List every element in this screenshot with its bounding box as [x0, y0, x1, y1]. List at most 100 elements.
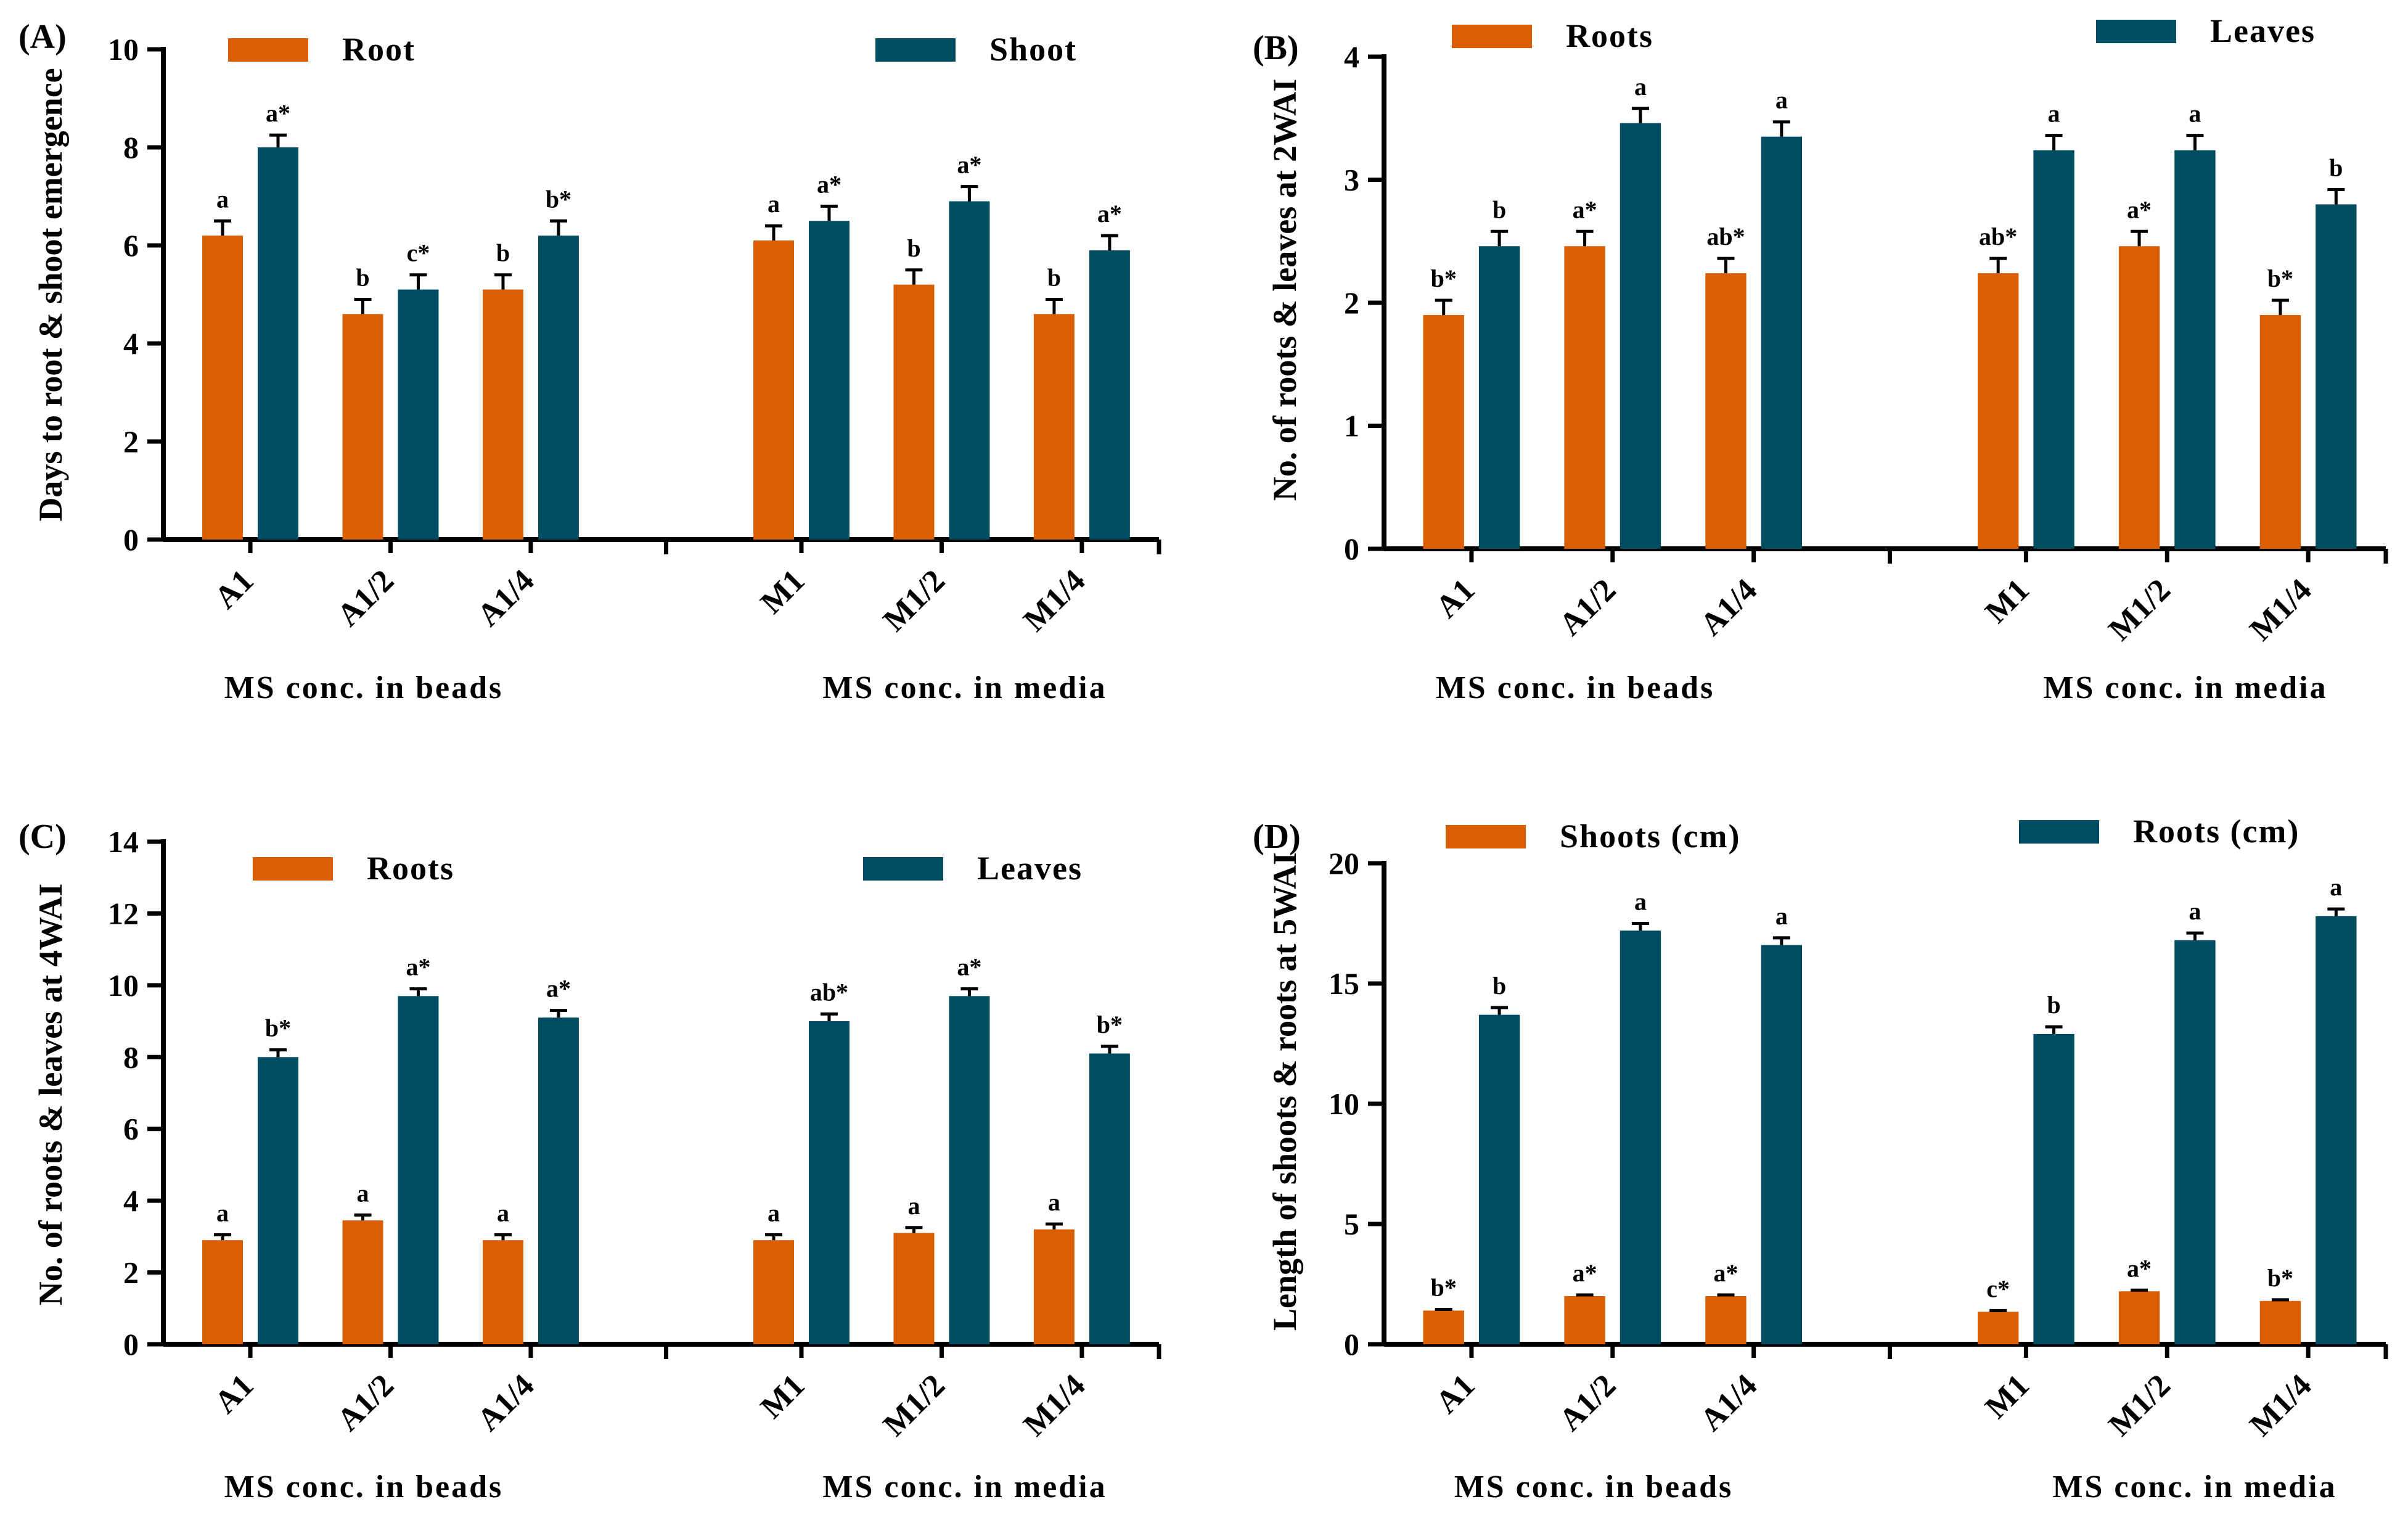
panel-b-category-label: M1: [1978, 572, 2036, 630]
panel-b-y-tick-label: 1: [1344, 409, 1359, 443]
panel-b-category-label: A1: [1429, 572, 1481, 625]
panel-c-bar-series-1: [342, 1220, 383, 1344]
panel-d-y-tick-label: 5: [1344, 1207, 1359, 1241]
panel-b-significance-label: ab*: [1979, 223, 2017, 250]
panel-c-significance-label: a*: [957, 953, 981, 981]
panel-d-significance-label: b: [1493, 972, 1506, 1000]
panel-a-category-label: M1/4: [1017, 563, 1092, 638]
panel-b-legend-label-1: Roots: [1566, 17, 1653, 54]
panel-a-bar-series-2: [258, 147, 298, 540]
panel-b-bar-series-1: [1705, 273, 1747, 549]
panel-c-group-label-media: MS conc. in media: [822, 1469, 1107, 1505]
panel-b-bar-series-1: [1423, 314, 1464, 549]
panel-c-y-tick-label: 6: [123, 1112, 139, 1146]
panel-d-bar-series-2: [2033, 1033, 2074, 1344]
panel-c-significance-label: a: [497, 1199, 509, 1226]
panel-c-y-axis-title: No. of roots & leaves at 4WAI: [32, 884, 69, 1305]
panel-a-significance-label: b: [907, 234, 920, 262]
panel-a-category-label: A1/2: [330, 563, 401, 633]
panel-c-y-tick-label: 12: [108, 896, 139, 930]
panel-b-category-label: A1/4: [1693, 572, 1764, 643]
panel-b-significance-label: a: [1775, 86, 1788, 114]
panel-d-significance-label: a*: [1573, 1259, 1597, 1287]
panel-b-significance-label: a: [2048, 100, 2060, 128]
panel-b-significance-label: a*: [2127, 195, 2152, 223]
panel-b: (B) No. of roots & leaves at 2WAI Roots …: [1253, 12, 2388, 705]
panel-a-bar-series-1: [893, 284, 935, 540]
panel-a-y-tick-label: 4: [123, 326, 139, 361]
panel-c-bar-series-2: [258, 1057, 298, 1344]
panel-d-category-label: A1/2: [1552, 1368, 1623, 1438]
panel-c-bar-series-1: [202, 1240, 244, 1344]
panel-b-significance-label: b*: [1431, 265, 1457, 292]
panel-a-bar-series-2: [398, 289, 439, 540]
panel-b-bar-series-2: [1478, 246, 1520, 549]
panel-a-significance-label: a: [216, 185, 229, 213]
panel-c-significance-label: a: [357, 1179, 369, 1207]
panel-d-bar-series-1: [1705, 1296, 1747, 1344]
panel-a-y-tick-label: 0: [123, 522, 139, 557]
panel-c-bar-series-2: [398, 996, 439, 1344]
panel-c-significance-label: a: [216, 1199, 229, 1226]
panel-b-bar-series-1: [1978, 273, 2019, 549]
panel-d-bar-series-1: [1564, 1296, 1605, 1344]
panel-d-bar-series-2: [1478, 1014, 1520, 1344]
panel-c-bar-series-1: [482, 1240, 523, 1344]
panel-a-plot-area: 0 2 4 6 8 10 A1 A1/2 A1/4 M1 M1/2 M1/4 a b b a b b a* c* b* a…: [108, 32, 1161, 638]
panel-d-significance-label: a: [2330, 873, 2342, 901]
panel-c-y-tick-label: 0: [123, 1327, 139, 1362]
panel-c-y-tick-label: 2: [123, 1255, 139, 1290]
panel-a: (A) Days to root & shoot emergence Root …: [18, 18, 1161, 705]
panel-d-category-label: M1/4: [2243, 1368, 2319, 1443]
panel-d-significance-label: b*: [1431, 1273, 1457, 1301]
panel-d-significance-label: a: [2189, 897, 2201, 925]
panel-b-legend-label-2: Leaves: [2210, 12, 2316, 49]
panel-a-bar-series-2: [949, 201, 990, 540]
panel-a-y-tick-label: 2: [123, 424, 139, 459]
panel-c-category-label: A1/4: [471, 1368, 541, 1438]
panel-b-category-label: M1/2: [2102, 572, 2177, 647]
panel-b-significance-label: a*: [1573, 195, 1597, 223]
panel-c-significance-label: a: [1048, 1188, 1060, 1216]
panel-b-bar-series-1: [2118, 246, 2160, 549]
panel-c-label: (C): [18, 818, 67, 856]
panel-d-significance-label: a: [1775, 902, 1788, 930]
panel-b-significance-label: b: [1493, 195, 1506, 223]
panel-b-bar-series-2: [1620, 123, 1661, 549]
panel-d-legend-swatch-2: [2019, 820, 2099, 844]
panel-d-category-label: A1: [1429, 1368, 1481, 1420]
panel-d-label: (D): [1253, 818, 1301, 856]
panel-b-significance-label: ab*: [1706, 223, 1745, 250]
panel-b-y-tick-label: 0: [1344, 532, 1359, 566]
panel-a-bar-series-2: [538, 236, 579, 540]
panel-d-category-label: M1/2: [2102, 1368, 2177, 1443]
panel-d-significance-label: b*: [2267, 1264, 2293, 1292]
panel-d-bar-series-2: [2174, 940, 2216, 1344]
panel-a-label: (A): [18, 18, 67, 56]
panel-a-y-tick-label: 6: [123, 228, 139, 263]
panel-a-significance-label: a*: [266, 99, 290, 127]
panel-a-significance-label: a: [768, 190, 780, 218]
panel-a-significance-label: b*: [546, 185, 571, 213]
panel-d-bar-series-1: [1423, 1310, 1464, 1344]
panel-d-y-tick-label: 20: [1329, 846, 1359, 881]
panel-d-y-axis-title: Length of shoots & roots at 5WAI: [1266, 852, 1303, 1331]
panel-c-significance-label: b*: [265, 1014, 291, 1042]
panel-a-y-tick-label: 10: [108, 32, 139, 67]
panel-d-legend-label-2: Roots (cm): [2133, 813, 2299, 850]
panel-d-significance-label: b: [2047, 991, 2060, 1019]
panel-b-y-tick-label: 2: [1344, 285, 1359, 320]
panel-c-y-tick-label: 4: [123, 1183, 139, 1218]
panel-a-legend-label-1: Root: [342, 31, 416, 68]
panel-c-significance-label: a*: [406, 953, 430, 981]
panel-c-legend-label-2: Leaves: [977, 850, 1083, 887]
panel-d-significance-label: a: [1634, 888, 1647, 916]
panel-b-bar-series-1: [1564, 246, 1605, 549]
panel-c-significance-label: a: [907, 1192, 920, 1220]
panel-a-significance-label: b: [356, 263, 369, 291]
panel-b-group-label-beads: MS conc. in beads: [1436, 670, 1715, 705]
panel-c-category-label: M1/2: [877, 1368, 952, 1443]
panel-c: (C) No. of roots & leaves at 4WAI Roots …: [18, 818, 1161, 1505]
